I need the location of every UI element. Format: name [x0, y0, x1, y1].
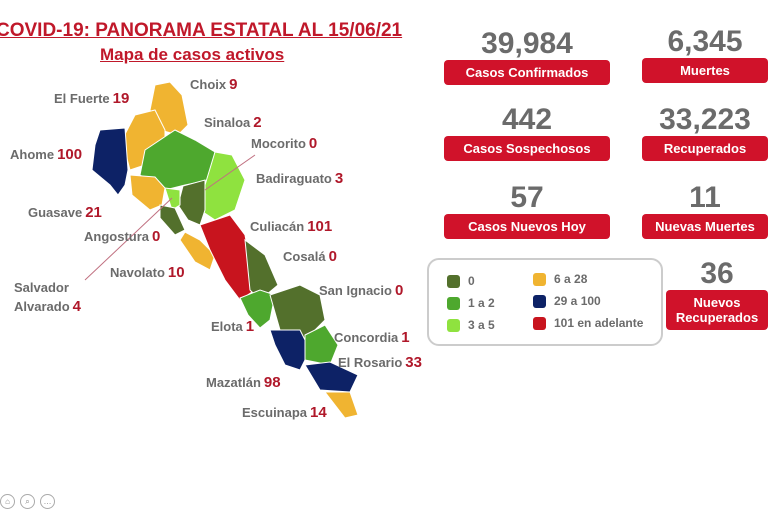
viewer-control-icon[interactable]: ⌂	[0, 494, 15, 509]
legend-label: 6 a 28	[554, 272, 588, 286]
zoom-icon[interactable]: ⌕	[20, 494, 35, 509]
label-concordia: Concordia 1	[334, 329, 410, 346]
legend-swatch	[447, 296, 460, 310]
region-escuinapa	[323, 391, 359, 419]
legend-swatch	[533, 316, 546, 330]
label-choix: Choix 9	[190, 76, 238, 93]
page-title: COVID-19: PANORAMA ESTATAL AL 15/06/21	[0, 20, 403, 41]
stat-casos-confirmados: 39,984 Casos Confirmados	[444, 28, 610, 85]
label-guasave: Guasave 21	[28, 204, 102, 221]
page-subtitle: Mapa de casos activos	[100, 45, 285, 64]
legend-swatch	[447, 318, 460, 332]
label-angostura: Angostura 0	[84, 228, 161, 245]
label-elota: Elota 1	[211, 318, 255, 335]
stat-muertes: 6,345 Muertes	[642, 26, 768, 83]
label-navolato: Navolato 10	[110, 264, 185, 281]
region-elota	[239, 289, 276, 329]
region-navolato	[179, 231, 216, 271]
label-mazatlan: Mazatlán 98	[206, 374, 281, 391]
stat-casos-sospechosos: 442 Casos Sospechosos	[444, 104, 610, 161]
region-el-rosario	[304, 361, 359, 393]
legend-swatch	[533, 272, 546, 286]
legend-label: 3 a 5	[468, 318, 495, 332]
label-cosala: Cosalá 0	[283, 248, 337, 265]
region-salvador-alvarado	[164, 187, 181, 211]
legend-swatch	[447, 274, 460, 288]
label-sinaloa: Sinaloa 2	[204, 114, 262, 131]
legend-label: 29 a 100	[554, 294, 601, 308]
legend-swatch	[533, 294, 546, 308]
label-san-ignacio: San Ignacio 0	[319, 282, 404, 299]
region-mazatlan	[269, 329, 311, 371]
region-ahome	[91, 127, 129, 196]
label-badiraguato: Badiraguato 3	[256, 170, 344, 187]
more-options-icon[interactable]: …	[40, 494, 55, 509]
label-el-fuerte: El Fuerte 19	[54, 90, 130, 107]
legend: 0 1 a 2 3 a 5 6 a 28 29 a 100 101 en ade…	[427, 258, 663, 346]
label-escuinapa: Escuinapa 14	[242, 404, 327, 421]
label-ahome: Ahome 100	[10, 146, 83, 163]
stat-nuevas-muertes: 11 Nuevas Muertes	[642, 182, 768, 239]
region-concordia	[304, 324, 339, 366]
label-salvador-alvarado: Salvador Alvarado 4	[14, 280, 81, 315]
label-el-rosario: El Rosario 33	[338, 354, 422, 371]
region-angostura	[159, 204, 186, 236]
label-mocorito: Mocorito 0	[251, 135, 318, 152]
stat-nuevos-recuperados: 36 Nuevos Recuperados	[666, 258, 768, 330]
stat-casos-nuevos-hoy: 57 Casos Nuevos Hoy	[444, 182, 610, 239]
stat-recuperados: 33,223 Recuperados	[642, 104, 768, 161]
label-culiacan: Culiacán 101	[250, 218, 333, 235]
legend-label: 101 en adelante	[554, 316, 644, 330]
sinaloa-map	[84, 81, 359, 419]
legend-label: 1 a 2	[468, 296, 495, 310]
legend-label: 0	[468, 274, 475, 288]
leader-line-mocorito	[204, 154, 256, 191]
region-mocorito	[177, 179, 206, 226]
leader-line-salvador	[84, 197, 173, 281]
